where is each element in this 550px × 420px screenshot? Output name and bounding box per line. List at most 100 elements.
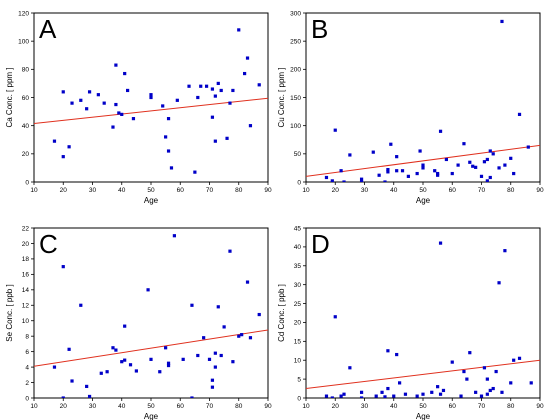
data-point <box>450 171 454 176</box>
x-tick-label: 10 <box>30 403 38 410</box>
data-point <box>202 336 206 340</box>
x-tick-label: 70 <box>206 187 214 194</box>
data-point <box>193 170 197 174</box>
data-point <box>359 390 364 394</box>
data-point <box>465 377 469 381</box>
data-point <box>196 95 200 100</box>
x-tick-label: 50 <box>419 187 427 194</box>
y-tick-label: 12 <box>22 303 30 310</box>
data-point <box>509 156 513 160</box>
panel-b: 10 20 30 40 50 60 70 80 90 0 50 100 150 200 250 300 Age C… <box>277 10 544 205</box>
y-tick-label: 200 <box>290 67 301 74</box>
data-point <box>462 142 466 146</box>
data-point <box>389 142 393 146</box>
data-point <box>257 83 261 87</box>
x-axis-title: Age <box>416 412 431 420</box>
panel-letter: B <box>311 14 328 44</box>
data-point <box>120 112 124 116</box>
y-tick-label: 14 <box>22 287 30 294</box>
data-point <box>438 129 443 133</box>
data-point <box>421 392 425 396</box>
data-point <box>99 371 103 375</box>
x-tick-label: 30 <box>361 187 369 194</box>
x-tick-label: 30 <box>361 403 369 410</box>
y-tick-label: 150 <box>290 95 301 102</box>
data-point <box>149 93 153 97</box>
data-point <box>450 360 454 364</box>
y-tick-label: 120 <box>18 10 29 17</box>
data-point <box>459 394 463 398</box>
data-point <box>207 357 212 361</box>
data-point <box>149 357 153 361</box>
data-point <box>243 71 247 76</box>
data-point <box>245 280 250 284</box>
data-point <box>240 333 244 337</box>
data-point <box>237 28 241 32</box>
data-point <box>164 346 168 350</box>
data-point <box>213 365 217 369</box>
data-point <box>67 145 71 149</box>
x-tick-label: 20 <box>60 403 68 410</box>
x-tick-label: 30 <box>89 187 97 194</box>
data-point <box>237 334 241 338</box>
y-tick-label: 5 <box>297 376 301 383</box>
panel-letter: C <box>39 229 58 259</box>
data-point <box>166 363 171 368</box>
plot-area <box>34 234 268 398</box>
data-point <box>500 19 504 24</box>
data-point <box>219 88 223 93</box>
trend-line <box>306 359 540 390</box>
y-axis-title: Cd Conc. [ ppb ] <box>277 284 286 342</box>
data-point <box>392 394 396 398</box>
data-point <box>488 175 492 180</box>
data-point <box>374 394 378 398</box>
data-point <box>371 150 375 154</box>
data-point <box>479 394 484 398</box>
data-point <box>123 324 127 328</box>
data-point <box>403 392 408 396</box>
data-point <box>172 234 176 238</box>
data-point <box>430 390 434 394</box>
y-tick-label: 4 <box>25 364 29 371</box>
data-point <box>204 84 209 88</box>
x-tick-label: 20 <box>60 187 68 194</box>
data-point <box>441 388 446 393</box>
x-tick-label: 70 <box>478 403 486 410</box>
data-point <box>348 366 352 370</box>
data-point <box>398 381 402 385</box>
data-point <box>400 169 405 173</box>
data-point <box>169 166 174 170</box>
data-point <box>175 98 179 102</box>
data-point <box>128 363 133 367</box>
data-point <box>161 104 165 108</box>
data-point <box>406 174 410 178</box>
y-axis-title: Se Conc. [ ppb ] <box>5 284 14 341</box>
x-axis-title: Age <box>144 196 159 205</box>
data-point <box>436 385 440 389</box>
x-tick-label: 60 <box>177 187 185 194</box>
x-tick-label: 50 <box>147 403 155 410</box>
data-point <box>433 169 437 173</box>
data-point <box>485 179 489 182</box>
y-tick-label: 16 <box>22 272 30 279</box>
data-point <box>131 117 136 121</box>
panel-c: 10 20 30 40 50 60 70 80 90 0 2 4 6 8 10 12 14 16 18 20 22 Age… <box>5 225 272 420</box>
data-point <box>383 395 387 398</box>
data-point <box>324 394 329 398</box>
y-tick-label: 6 <box>25 349 29 356</box>
data-point <box>166 361 171 365</box>
data-point <box>166 149 171 153</box>
y-tick-label: 45 <box>294 225 302 232</box>
data-point <box>248 124 253 128</box>
panel-letter: D <box>311 229 330 259</box>
x-tick-label: 70 <box>206 403 214 410</box>
data-point <box>386 386 390 391</box>
data-point <box>52 139 57 143</box>
data-point <box>395 169 399 173</box>
plot-frame <box>33 227 269 399</box>
panel-d: 10 20 30 40 50 60 70 80 90 0 5 10 15 20 25 30 35 40 45 Age C… <box>277 225 544 420</box>
data-point <box>114 63 118 67</box>
data-point <box>196 353 200 358</box>
y-tick-label: 8 <box>25 333 29 340</box>
plot-area <box>306 19 540 182</box>
